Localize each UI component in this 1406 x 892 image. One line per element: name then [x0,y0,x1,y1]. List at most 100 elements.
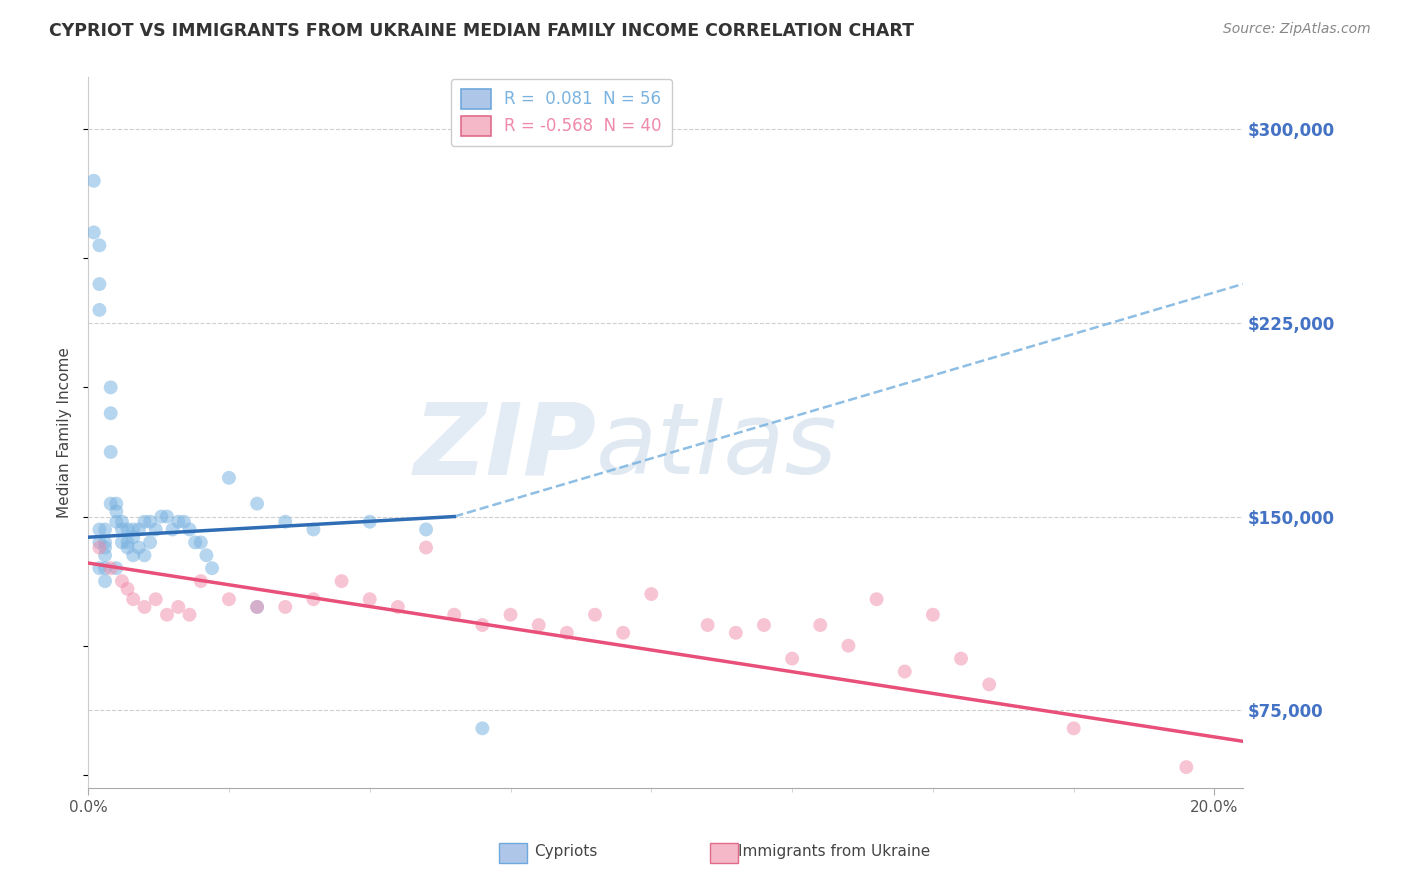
Point [156,509,179,524]
Point [471,618,494,632]
Point [105,561,128,575]
Point [865,592,887,607]
Point [89,302,111,317]
Point [218,471,240,485]
Text: ZIP: ZIP [413,399,596,495]
Point [527,618,550,632]
Text: Immigrants from Ukraine: Immigrants from Ukraine [738,845,931,859]
Point [128,541,150,555]
Point [94,535,117,549]
Point [94,561,117,575]
Point [302,592,325,607]
Point [387,599,409,614]
Point [111,523,134,537]
Point [190,535,212,549]
Point [89,277,111,291]
Legend: R =  0.081  N = 56, R = -0.568  N = 40: R = 0.081 N = 56, R = -0.568 N = 40 [451,78,672,146]
Point [122,592,145,607]
Point [89,238,111,252]
Point [83,226,105,240]
Point [922,607,945,622]
Point [134,549,156,563]
Point [89,535,111,549]
Point [100,561,122,575]
Point [246,599,269,614]
Point [139,535,162,549]
Point [117,582,139,596]
Point [134,599,156,614]
Point [837,639,859,653]
Point [145,592,167,607]
Point [359,515,381,529]
Point [94,574,117,588]
Point [179,607,201,622]
Point [94,523,117,537]
Point [274,599,297,614]
Point [122,549,145,563]
Point [1063,722,1085,736]
Point [979,677,1001,691]
Point [950,651,973,665]
Point [145,523,167,537]
Point [162,523,184,537]
Point [752,618,775,632]
Point [111,535,134,549]
Point [612,625,634,640]
Point [100,497,122,511]
Point [555,625,578,640]
Text: CYPRIOT VS IMMIGRANTS FROM UKRAINE MEDIAN FAMILY INCOME CORRELATION CHART: CYPRIOT VS IMMIGRANTS FROM UKRAINE MEDIA… [49,22,914,40]
Point [201,561,224,575]
Point [246,599,269,614]
Text: atlas: atlas [596,399,838,495]
Point [640,587,662,601]
Point [808,618,831,632]
Point [105,504,128,518]
Point [139,515,162,529]
Point [89,541,111,555]
Point [246,497,269,511]
Point [100,406,122,420]
Point [100,445,122,459]
Point [167,599,190,614]
Y-axis label: Median Family Income: Median Family Income [58,347,72,518]
Point [173,515,195,529]
Point [111,574,134,588]
Point [499,607,522,622]
Point [156,607,179,622]
Point [94,549,117,563]
Point [105,497,128,511]
Point [122,530,145,544]
Point [100,380,122,394]
Point [190,574,212,588]
Point [1175,760,1198,774]
Point [150,509,173,524]
Point [117,523,139,537]
Point [302,523,325,537]
Point [893,665,915,679]
Point [195,549,218,563]
Point [122,523,145,537]
Point [780,651,803,665]
Point [128,523,150,537]
Point [134,515,156,529]
Point [330,574,353,588]
Text: Cypriots: Cypriots [534,845,598,859]
Point [117,541,139,555]
Point [415,523,437,537]
Point [117,535,139,549]
Point [111,515,134,529]
Point [94,541,117,555]
Point [359,592,381,607]
Point [443,607,465,622]
Point [83,174,105,188]
Point [471,722,494,736]
Point [696,618,718,632]
Point [179,523,201,537]
Point [184,535,207,549]
Point [89,561,111,575]
Point [218,592,240,607]
Point [274,515,297,529]
Point [583,607,606,622]
Point [167,515,190,529]
Point [724,625,747,640]
